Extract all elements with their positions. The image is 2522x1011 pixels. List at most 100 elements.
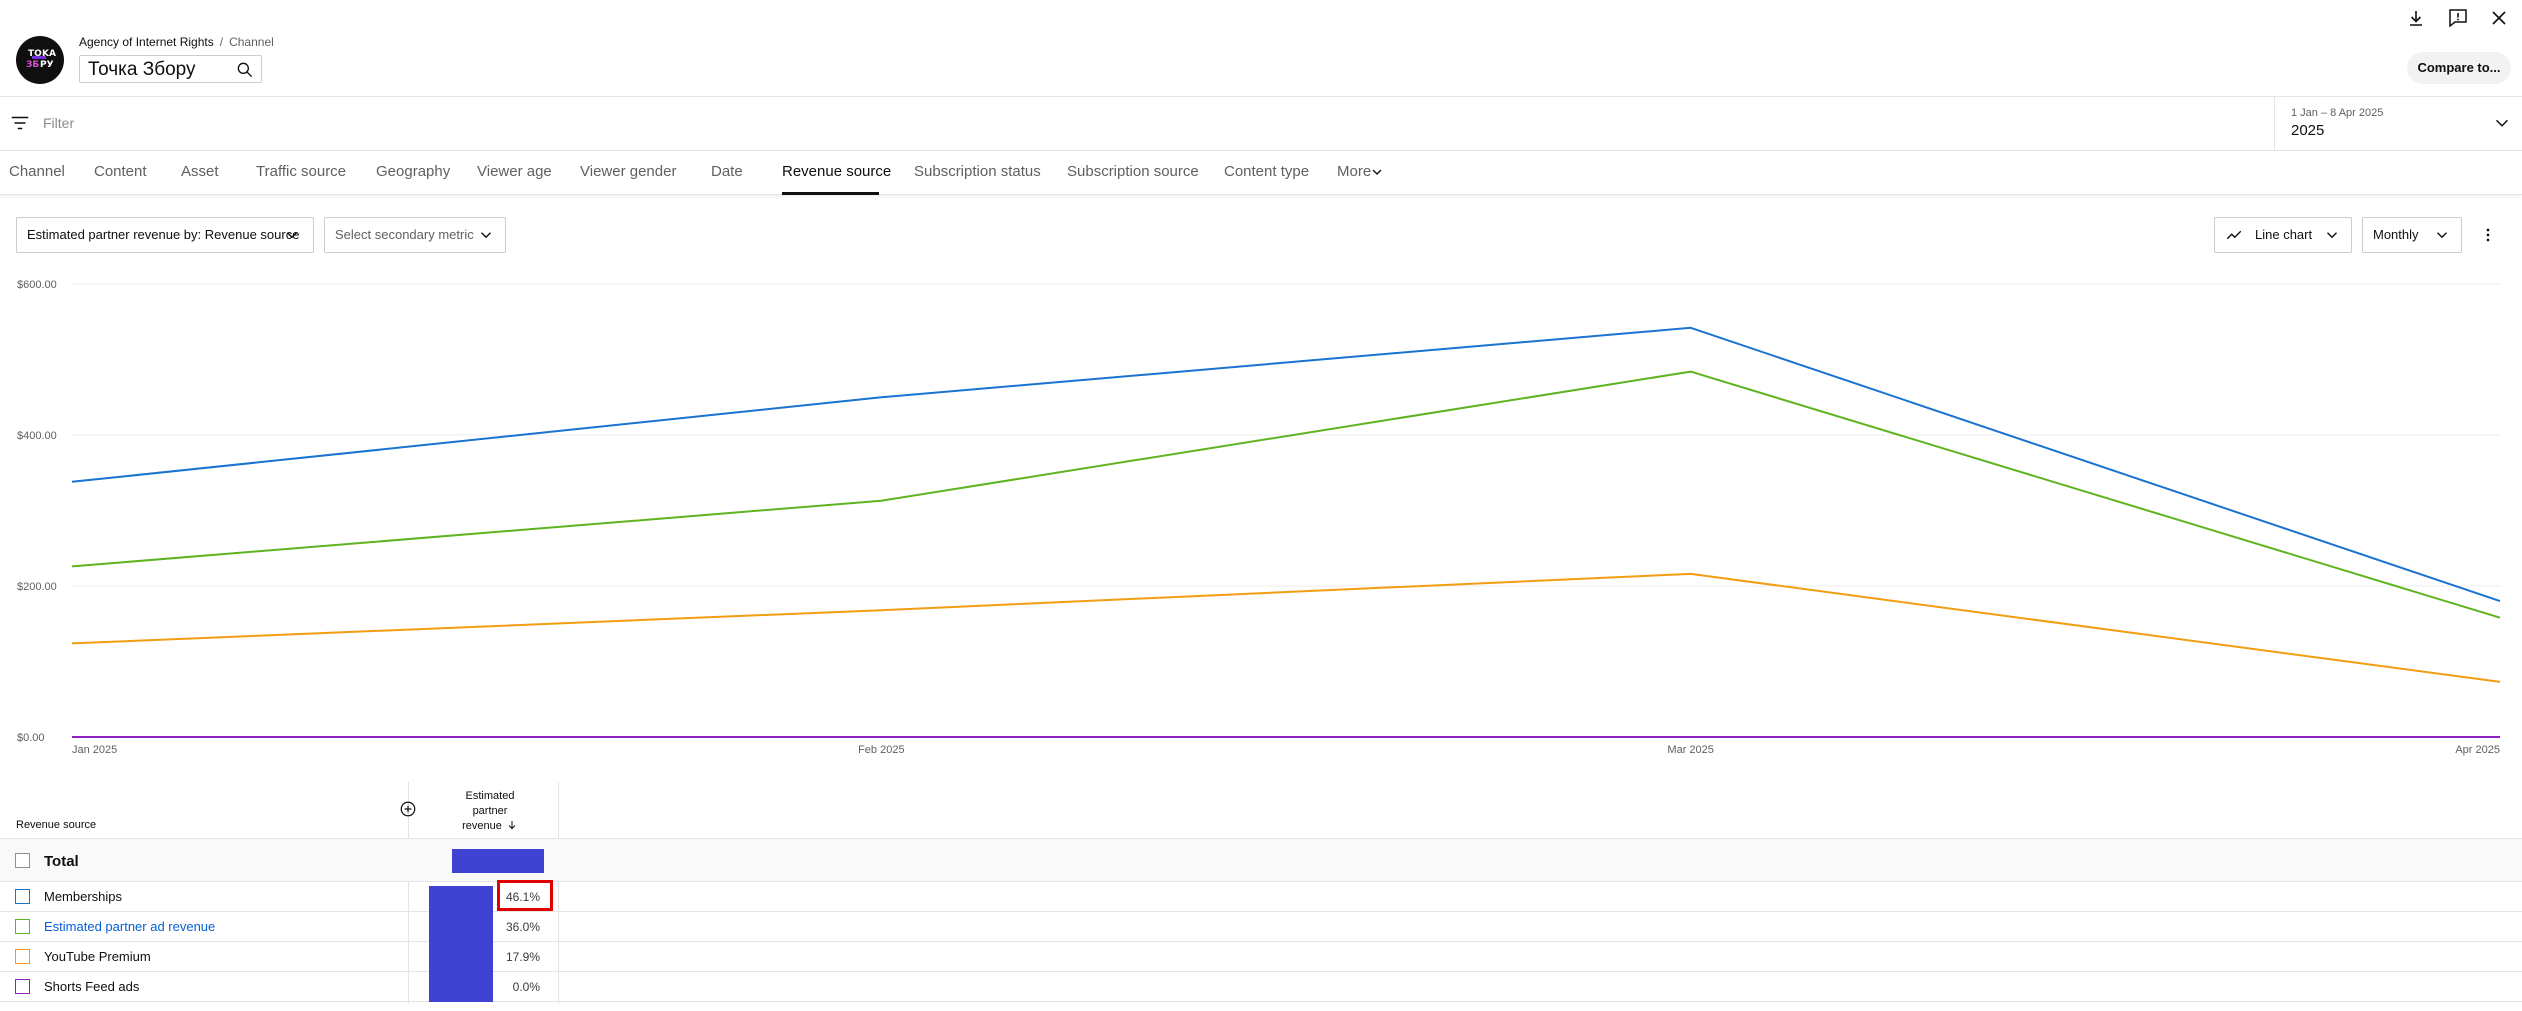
tab-asset[interactable]: Asset [181, 163, 219, 180]
header-line: Estimated [465, 790, 515, 802]
breadcrumb-current: Channel [229, 35, 274, 49]
close-icon[interactable] [2487, 6, 2511, 30]
table-row[interactable]: Memberships 46.1% [0, 882, 2522, 912]
tab-geography[interactable]: Geography [376, 163, 451, 180]
primary-metric-dropdown[interactable]: Estimated partner revenue by: Revenue so… [16, 217, 314, 253]
tab-subscription-source[interactable]: Subscription source [1067, 163, 1199, 180]
dimension-tabs: Channel Content Asset Traffic source Geo… [0, 151, 2522, 195]
x-tick-label: Mar 2025 [1667, 744, 1713, 756]
filter-input[interactable]: Filter [43, 115, 75, 131]
table-row[interactable]: Shorts Feed ads 0.0% [0, 972, 2522, 1002]
interval-dropdown[interactable]: Monthly [2362, 217, 2462, 253]
row-checkbox-shorts-feed-ads[interactable] [15, 979, 30, 994]
table-row[interactable]: YouTube Premium 17.9% [0, 942, 2522, 972]
row-percentage: 17.9% [505, 950, 540, 964]
column-header-estimated-partner-revenue[interactable]: Estimated partner revenue [444, 789, 536, 834]
more-options-icon[interactable] [2478, 225, 2498, 245]
rows-bar [429, 886, 493, 1002]
y-tick-label: $400.00 [17, 430, 57, 442]
y-tick-label: $600.00 [17, 279, 57, 291]
revenue-line-chart: $0.00 $200.00 $400.00 $600.00 Jan 2025 Feb 20… [17, 279, 2501, 756]
tab-date[interactable]: Date [711, 163, 743, 180]
tab-channel[interactable]: Channel [9, 163, 65, 180]
chevron-down-icon [481, 232, 491, 239]
primary-metric-label: Estimated partner revenue by: Revenue so… [27, 227, 300, 242]
chevron-down-icon[interactable] [1369, 164, 1385, 180]
breadcrumb-separator: / [219, 35, 224, 49]
tab-content[interactable]: Content [94, 163, 147, 180]
total-bar [452, 849, 544, 873]
y-tick-label: $200.00 [17, 581, 57, 593]
interval-label: Monthly [2373, 227, 2419, 242]
chevron-down-icon [2495, 119, 2509, 127]
tab-revenue-source[interactable]: Revenue source [782, 163, 892, 180]
avatar-letter: KA [42, 49, 56, 59]
x-tick-label: Feb 2025 [858, 744, 904, 756]
column-header-revenue-source: Revenue source [16, 819, 97, 831]
compare-button[interactable]: Compare to... [2407, 52, 2511, 84]
total-row: Total [0, 838, 2522, 882]
header-line: partner [472, 805, 508, 817]
row-checkbox-estimated-partner-ad-revenue[interactable] [15, 919, 30, 934]
table-row[interactable]: Estimated partner ad revenue 36.0% [0, 912, 2522, 942]
chevron-down-icon [2327, 232, 2337, 239]
total-checkbox[interactable] [15, 853, 30, 868]
series-line-estimated-partner-ad-revenue [71, 370, 2501, 619]
avatar-letter: TO [28, 49, 42, 59]
row-label: Memberships [44, 889, 123, 904]
header: TO KA ЗБ РУ Agency of Internet Rights / Ch… [0, 0, 2522, 97]
feedback-icon[interactable] [2446, 6, 2470, 30]
header-line: revenue [444, 819, 536, 834]
row-percentage: 36.0% [505, 920, 540, 934]
add-column-icon[interactable] [399, 800, 417, 818]
row-percentage: 46.1% [505, 890, 540, 904]
y-tick-label: $0.00 [17, 732, 45, 744]
avatar-accent [32, 56, 46, 59]
tab-subscription-status[interactable]: Subscription status [914, 163, 1041, 180]
tab-content-type[interactable]: Content type [1224, 163, 1310, 180]
series-line-youtube-premium [71, 572, 2501, 683]
tab-viewer-age[interactable]: Viewer age [477, 163, 552, 180]
tab-viewer-gender[interactable]: Viewer gender [580, 163, 677, 180]
tab-more[interactable]: More [1337, 163, 1372, 180]
x-tick-label: Jan 2025 [72, 744, 117, 756]
date-range-picker[interactable]: 1 Jan – 8 Apr 2025 2025 [2274, 97, 2522, 151]
row-label-link[interactable]: Estimated partner ad revenue [44, 919, 216, 934]
row-label: Shorts Feed ads [44, 979, 140, 994]
total-label: Total [44, 853, 79, 870]
avatar-letter: РУ [40, 60, 54, 70]
avatar-letter: ЗБ [26, 60, 40, 70]
secondary-metric-dropdown[interactable]: Select secondary metric [324, 217, 506, 253]
channel-name: Точка Збору [88, 59, 196, 80]
search-icon[interactable] [235, 60, 255, 80]
breadcrumb-parent[interactable]: Agency of Internet Rights [79, 35, 214, 49]
row-percentage: 0.0% [512, 980, 540, 994]
line-chart-icon [2226, 230, 2242, 240]
x-tick-label: Apr 2025 [2455, 744, 2500, 756]
column-divider [408, 782, 409, 1004]
active-tab-indicator [782, 192, 879, 195]
row-label: YouTube Premium [44, 949, 151, 964]
channel-avatar[interactable]: TO KA ЗБ РУ [16, 36, 64, 84]
header-line-text: revenue [462, 820, 502, 832]
date-range-text: 1 Jan – 8 Apr 2025 [2291, 107, 2384, 119]
secondary-metric-label: Select secondary metric [335, 227, 474, 242]
channel-selector[interactable]: Точка Збору [79, 55, 262, 83]
download-icon[interactable] [2404, 6, 2428, 30]
chart-type-dropdown[interactable]: Line chart [2214, 217, 2352, 253]
filter-icon[interactable] [9, 112, 31, 134]
column-divider [558, 782, 559, 1004]
row-checkbox-youtube-premium[interactable] [15, 949, 30, 964]
chart-type-label: Line chart [2255, 227, 2313, 242]
tab-traffic-source[interactable]: Traffic source [256, 163, 347, 180]
chevron-down-icon [287, 232, 297, 239]
revenue-source-table: Revenue source Estimated partner revenue… [0, 782, 2522, 1011]
chevron-down-icon [2437, 232, 2447, 239]
sort-descending-icon[interactable] [506, 819, 518, 831]
filter-bar: Filter 1 Jan – 8 Apr 2025 2025 [0, 97, 2522, 151]
date-range-label: 2025 [2291, 122, 2325, 139]
series-line-memberships [71, 326, 2501, 603]
breadcrumb: Agency of Internet Rights / Channel [79, 35, 274, 50]
highlight-box [497, 880, 553, 911]
row-checkbox-memberships[interactable] [15, 889, 30, 904]
